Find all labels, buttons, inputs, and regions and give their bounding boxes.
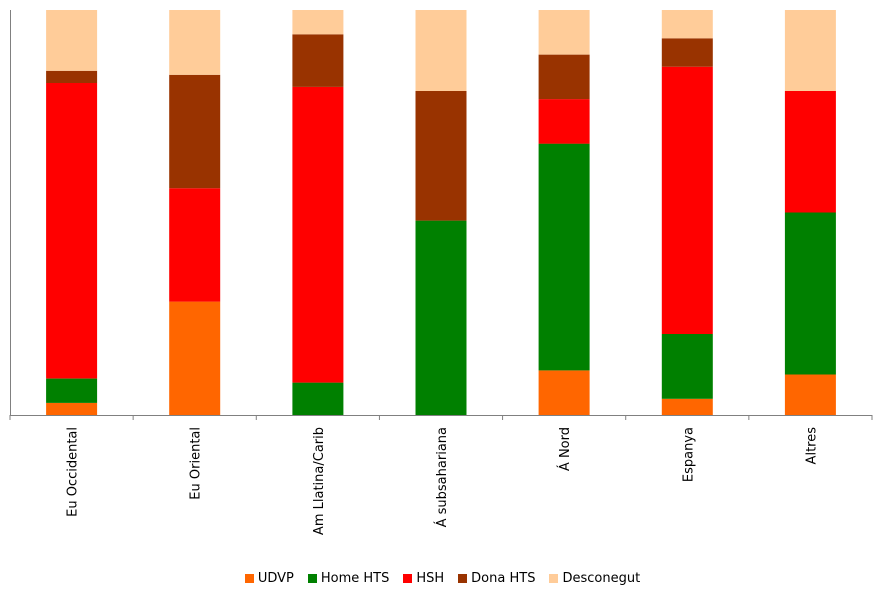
legend-label: HSH	[416, 570, 445, 586]
legend-label: Dona HTS	[471, 570, 536, 586]
bar-segment-5-0	[661, 398, 713, 415]
bar-segment-3-3	[415, 91, 467, 221]
bar-segment-5-2	[661, 66, 713, 334]
bar-segment-4-0	[538, 370, 590, 415]
legend-label: UDVP	[257, 570, 294, 586]
legend-item: Home HTS	[307, 570, 390, 586]
legend-item: Dona HTS	[458, 571, 535, 586]
bar-segment-2-4	[292, 10, 344, 35]
bar-segment-2-1	[292, 382, 344, 415]
bar-segment-0-1	[46, 378, 98, 403]
x-tick-label: Eu Occidental	[66, 427, 81, 517]
x-tick-label: Am Llatina/Carib	[312, 427, 327, 535]
x-axis-labels: Eu Occidental Eu Oriental Am Llatina/Carib…	[66, 427, 820, 535]
x-tick-label: Espanya	[681, 427, 696, 482]
legend-item: Desconegut	[549, 571, 640, 586]
legend: UDVP Home HTS HSH Dona HTS Desconegut	[0, 568, 885, 588]
bar-segment-6-0	[784, 374, 836, 415]
bar-segment-5-4	[661, 10, 713, 39]
bar-segment-0-2	[46, 82, 98, 379]
bar-segment-5-1	[661, 334, 713, 399]
bar-segment-4-4	[538, 10, 590, 55]
legend-label: Home HTS	[320, 570, 390, 586]
bar-segment-2-2	[292, 86, 344, 383]
bar-segment-6-4	[784, 10, 836, 91]
bar-segment-1-2	[169, 188, 221, 302]
legend-swatch	[403, 573, 413, 583]
legend-swatch	[244, 573, 254, 583]
bar-segment-3-1	[415, 220, 467, 415]
bar-segment-0-0	[46, 402, 98, 415]
bar-segment-6-2	[784, 91, 836, 213]
legend-swatch	[307, 573, 317, 583]
bar-segment-1-3	[169, 74, 221, 189]
bar-segment-1-0	[169, 301, 221, 415]
bar-segment-2-3	[292, 34, 344, 87]
bar-segment-4-3	[538, 54, 590, 100]
bar-segment-1-4	[169, 10, 221, 75]
x-tick-label: Altres	[804, 427, 819, 465]
bar-segment-4-1	[538, 143, 590, 371]
bar-segment-3-4	[415, 10, 467, 91]
x-tick-label: Eu Oriental	[189, 427, 204, 500]
bar-segment-6-1	[784, 212, 836, 375]
x-axis-ticks	[9, 415, 873, 420]
legend-swatch	[549, 573, 559, 583]
x-tick-label: Á Nord	[557, 427, 573, 471]
legend-item: HSH	[403, 571, 444, 586]
bar-segment-4-2	[538, 99, 590, 144]
bars-group	[46, 10, 836, 415]
legend-swatch	[458, 573, 468, 583]
bar-segment-5-3	[661, 38, 713, 67]
bar-segment-0-4	[46, 10, 98, 71]
legend-label: Desconegut	[562, 570, 641, 586]
x-tick-label: Á subsahariana	[434, 427, 450, 527]
bar-segment-0-3	[46, 70, 98, 83]
stacked-bar-chart: Eu Occidental Eu Oriental Am Llatina/Carib…	[9, 10, 873, 535]
legend-item: UDVP	[244, 570, 294, 586]
